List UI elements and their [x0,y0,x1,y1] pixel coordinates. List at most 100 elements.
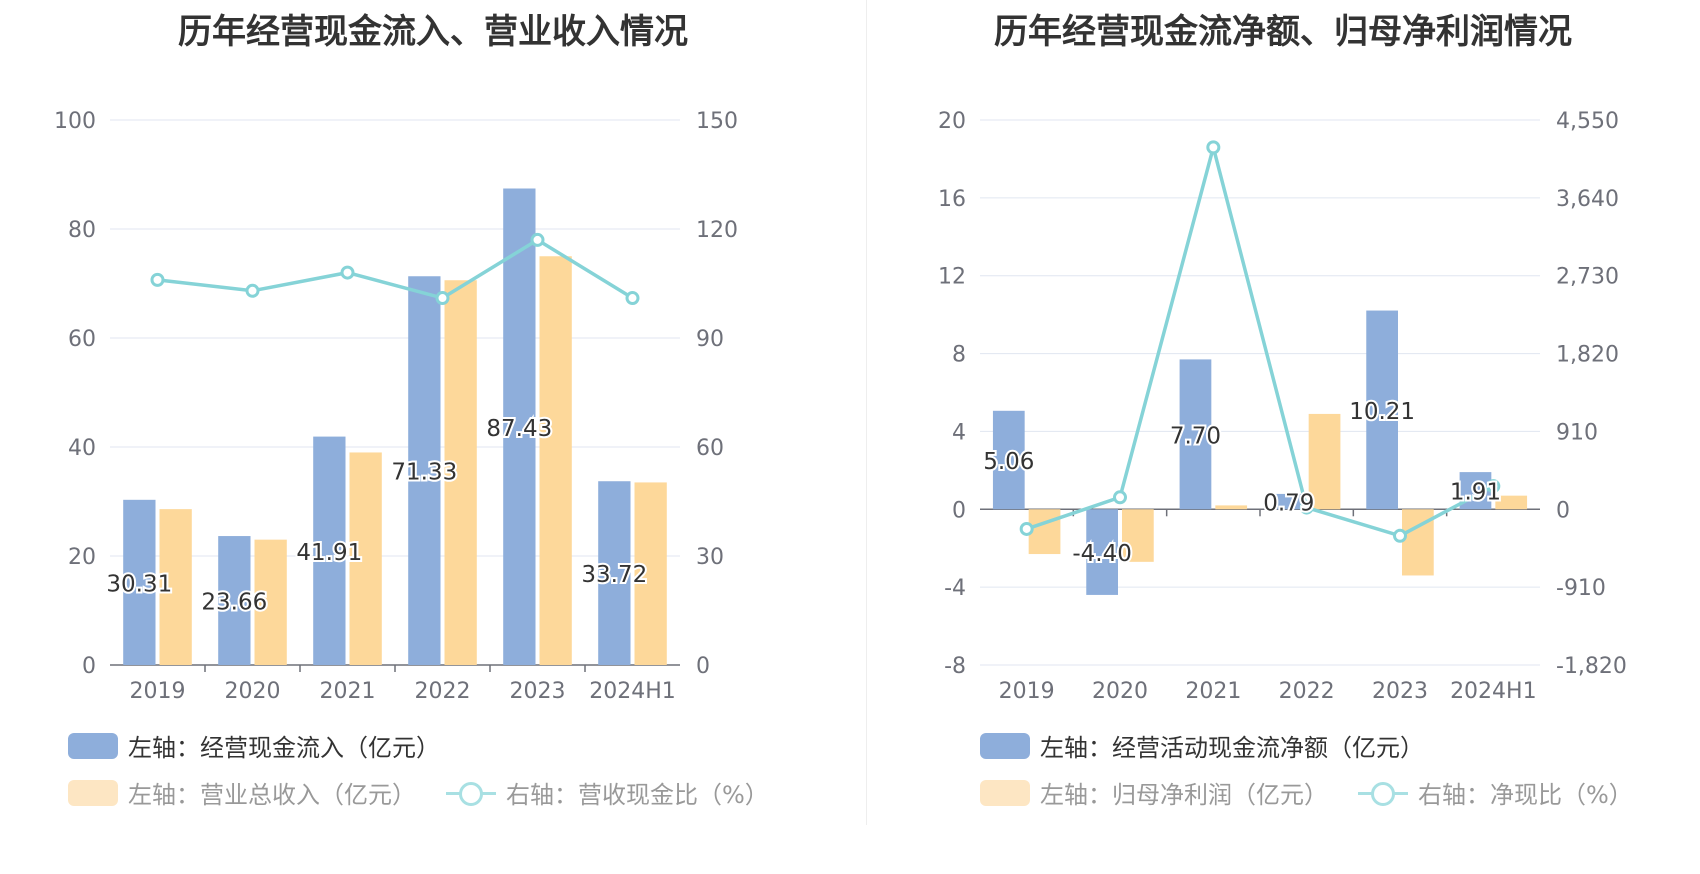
right-ratio-point [1299,500,1314,515]
left-chart-title: 历年经营现金流入、营业收入情况 [178,12,688,52]
right-ratio-point [1113,490,1127,505]
left-bar-series1 [598,481,631,665]
legend-ratio-label: 右轴：营收现金比（%） [506,781,769,809]
right-y-right-tick: -1,820 [1556,654,1627,679]
left-ratio-line [157,237,634,300]
right-ratio-point [1486,479,1501,494]
right-y-left-tick: 0 [952,498,966,523]
right-chart-title: 历年经营现金流净额、归母净利润情况 [994,12,1572,52]
right-data-label: -4.40 [1072,541,1132,567]
left-data-label: 23.66 [201,590,267,616]
legend-inflow-label: 左轴：经营现金流入（亿元） [128,734,440,762]
right-ratio-line [1026,140,1495,538]
right-chart-plot: -8 -1,820 -4 -910 0 0 4 910 8 1,820 12 2,730 16 3,640… [938,109,1627,704]
left-y-right-tick: 90 [696,327,724,352]
right-bar-series2 [1308,413,1341,510]
legend-revenue[interactable]: 左轴：营业总收入（亿元） [68,775,416,810]
right-y-left-tick: 12 [938,265,966,290]
left-chart-plot: 0 0 20 30 40 60 60 90 80 120 100 150 2019 2020 2021 202… [54,109,738,704]
left-bar-series1 [408,276,441,665]
right-data-label: 5.06 [983,449,1034,475]
right-y-right-tick: 4,550 [1556,109,1619,134]
right-bar-series2 [1122,509,1154,562]
legend-netcash-ratio-swatch [1358,780,1408,806]
right-bar-series1 [992,410,1025,510]
legend-inflow[interactable]: 左轴：经营现金流入（亿元） [68,728,440,763]
right-x-tick-label: 2019 [999,679,1055,704]
right-bar-series1 [1086,509,1118,595]
left-y-right-tick: 30 [696,545,724,570]
right-bar-series2 [1215,505,1248,510]
left-bar-series2 [349,452,382,665]
right-y-right-tick: 910 [1556,420,1598,445]
left-data-label: 41.91 [296,540,362,566]
right-y-left-tick: -8 [944,654,966,679]
legend-netflow-swatch [980,732,1030,759]
left-ratio-point [435,291,450,306]
legend-revenue-label: 左轴：营业总收入（亿元） [128,781,416,809]
right-y-right-tick: -910 [1556,576,1606,601]
right-chart-panel: 历年经营现金流净额、归母净利润情况 -8 -1,820 -4 -910 0 0 4 910 8 1… [866,0,1700,874]
left-x-tick-label: 2019 [130,679,186,704]
right-data-label: 7.70 [1170,423,1221,449]
left-ratio-point [340,265,355,280]
right-data-label: 0.79 [1263,491,1314,517]
left-data-label: 87.43 [486,416,552,442]
legend-ratio[interactable]: 右轴：营收现金比（%） [446,775,769,810]
right-data-label: 1.91 [1450,480,1501,506]
right-ratio-point [1206,140,1221,155]
legend-inflow-swatch [68,732,118,759]
right-x-tick-label: 2020 [1092,679,1148,704]
right-bar-series2 [1028,509,1061,555]
right-y-left-tick: 16 [938,187,966,212]
right-x-tick-label: 2022 [1279,679,1335,704]
left-y-right-tick: 0 [696,654,710,679]
left-data-label: 30.31 [106,571,172,597]
left-bar-series1 [218,536,251,665]
left-data-label: 71.33 [391,460,457,486]
left-bar-series2 [444,280,477,665]
left-y-left-tick: 80 [68,218,96,243]
legend-ratio-swatch [446,780,496,806]
right-bar-series1 [1272,493,1305,510]
left-ratio-point [150,272,165,287]
right-ratio-point [1019,521,1034,536]
left-data-label: 33.72 [581,562,647,588]
right-y-right-tick: 1,820 [1556,343,1619,368]
left-y-left-tick: 100 [54,109,96,134]
left-y-left-tick: 0 [82,654,96,679]
legend-revenue-swatch [68,779,118,806]
left-y-left-tick: 20 [68,545,96,570]
left-chart-panel: 历年经营现金流入、营业收入情况 0 0 20 30 40 60 60 90 80 120 100 15… [54,12,769,810]
left-bar-series2 [159,509,192,665]
right-x-tick-label: 2024H1 [1450,679,1537,704]
right-x-tick-label: 2021 [1185,679,1241,704]
right-y-left-tick: 4 [952,420,966,445]
left-ratio-point [625,291,640,306]
right-ratio-point [1393,528,1407,543]
legend-netflow[interactable]: 左轴：经营活动现金流净额（亿元） [980,728,1424,763]
right-bar-series1 [1366,310,1398,510]
right-y-left-tick: -4 [944,576,966,601]
left-x-tick-label: 2023 [510,679,566,704]
right-y-right-tick: 2,730 [1556,265,1619,290]
legend-netcash-ratio-label: 右轴：净现比（%） [1418,781,1633,809]
left-x-tick-label: 2022 [415,679,471,704]
right-x-tick-label: 2023 [1372,679,1428,704]
right-y-left-tick: 20 [938,109,966,134]
right-data-label: 10.21 [1349,399,1415,425]
left-bar-series1 [313,436,346,665]
left-bar-series2 [634,482,667,665]
left-ratio-point [530,232,545,247]
left-y-right-tick: 150 [696,109,738,134]
legend-netcash-ratio[interactable]: 右轴：净现比（%） [1358,775,1633,810]
legend-netprofit-swatch [980,779,1030,806]
right-bar-series1 [1179,359,1212,510]
left-bar-series1 [503,188,536,665]
left-x-tick-label: 2024H1 [589,679,676,704]
left-x-tick-label: 2021 [320,679,376,704]
left-y-left-tick: 60 [68,327,96,352]
legend-netflow-label: 左轴：经营活动现金流净额（亿元） [1040,734,1424,762]
left-bar-series2 [539,256,572,665]
legend-netprofit[interactable]: 左轴：归母净利润（亿元） [980,775,1328,810]
